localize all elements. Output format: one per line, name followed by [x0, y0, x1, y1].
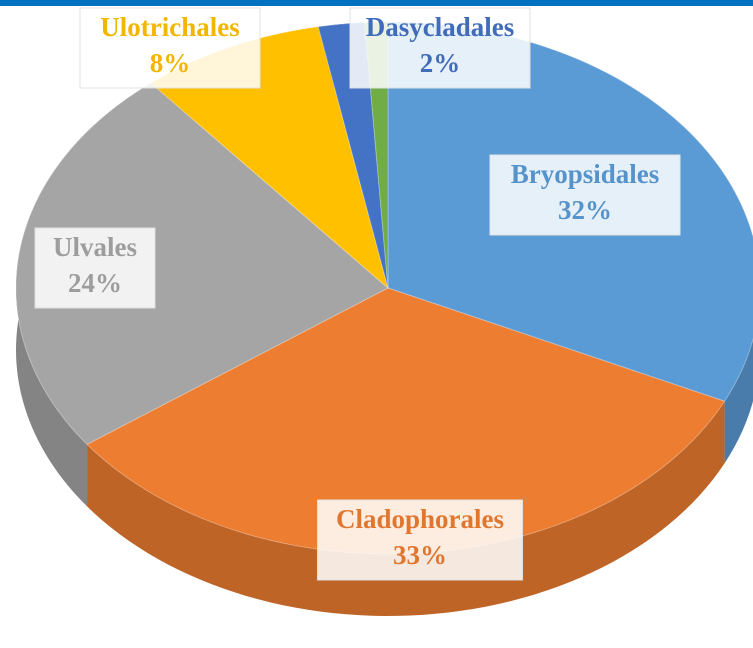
- label-box: [34, 227, 156, 309]
- slice: [15, 82, 389, 445]
- data-label: Cladophorales 33%: [317, 499, 523, 581]
- label-box: [489, 154, 681, 236]
- label-value: 8%: [150, 48, 191, 78]
- label-value: 2%: [420, 48, 461, 78]
- label-value: 32%: [558, 195, 612, 225]
- label-name: Bryopsidales: [511, 159, 660, 189]
- label-name: Ulotrichales: [100, 12, 239, 42]
- label-box: [349, 7, 531, 89]
- label-box: [79, 7, 261, 89]
- label-name: Dasycladales: [366, 12, 515, 42]
- label-value: 33%: [393, 540, 447, 570]
- top-bar: [0, 0, 753, 6]
- label-name: Cladophorales: [336, 504, 504, 534]
- label-box: [317, 499, 523, 581]
- data-label: Bryopsidales 32%: [489, 154, 681, 236]
- label-value: 24%: [68, 268, 122, 298]
- data-label: Ulotrichales 8%: [79, 7, 261, 89]
- label-name: Ulvales: [53, 232, 137, 262]
- data-label: Dasycladales 2%: [349, 7, 531, 89]
- slice-side: [87, 401, 725, 616]
- data-label: Ulvales 24%: [34, 227, 156, 309]
